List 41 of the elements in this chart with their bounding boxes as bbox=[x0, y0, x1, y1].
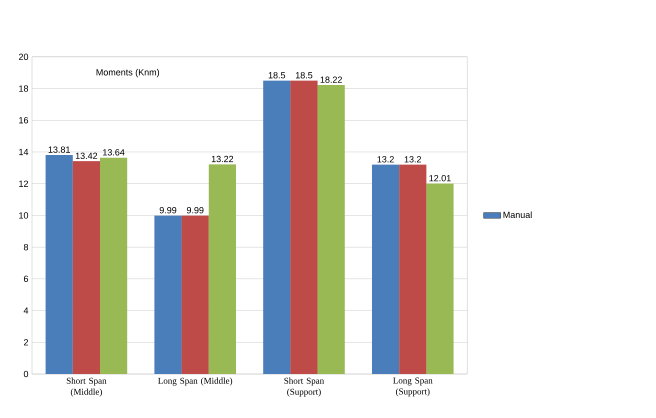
y-tick-label: 8 bbox=[24, 244, 28, 250]
legend-label: Manual bbox=[504, 211, 532, 218]
data-label: 12.01 bbox=[429, 174, 451, 182]
bar bbox=[46, 154, 73, 374]
y-tick-label: 0 bbox=[24, 370, 28, 378]
data-label: 13.81 bbox=[48, 146, 70, 153]
x-tick-label: Long Span (Middle) bbox=[158, 378, 232, 386]
bar bbox=[290, 80, 318, 374]
y-tick-label: 6 bbox=[24, 276, 28, 282]
y-tick-label: 16 bbox=[19, 117, 28, 124]
data-label: 9.99 bbox=[186, 207, 204, 214]
data-label: 13.64 bbox=[103, 149, 125, 156]
x-tick-label: Short Span (Support) bbox=[284, 378, 324, 397]
bar bbox=[318, 85, 345, 374]
y-tick-label: 14 bbox=[19, 148, 28, 156]
y-tick-label: 18 bbox=[19, 85, 28, 92]
bar bbox=[72, 161, 100, 374]
bar bbox=[372, 164, 400, 374]
data-label: 18.22 bbox=[320, 76, 342, 83]
data-label: 13.22 bbox=[212, 156, 234, 162]
bar bbox=[182, 216, 209, 374]
data-label: 13.42 bbox=[76, 152, 98, 159]
bar bbox=[263, 80, 290, 374]
bar bbox=[154, 216, 182, 374]
data-label: 13.2 bbox=[404, 156, 422, 162]
bar bbox=[426, 184, 454, 374]
data-label: 13.2 bbox=[378, 156, 394, 162]
bar bbox=[208, 164, 236, 374]
data-label: 18.5 bbox=[296, 72, 312, 78]
data-label: 18.5 bbox=[268, 72, 286, 78]
bar bbox=[100, 158, 128, 374]
bar bbox=[399, 164, 426, 374]
data-label: 9.99 bbox=[160, 207, 176, 214]
y-tick-label: 4 bbox=[24, 307, 28, 314]
x-tick-label: Short Span (Middle) bbox=[66, 378, 106, 397]
y-tick-label: 10 bbox=[19, 212, 28, 219]
y-tick-label: 20 bbox=[18, 54, 28, 60]
x-tick-label: Long Span (Support) bbox=[393, 378, 433, 396]
text: Moments (Knm) bbox=[96, 68, 160, 78]
y-tick-label: 2 bbox=[24, 339, 28, 346]
y-tick-label: 12 bbox=[19, 180, 28, 187]
